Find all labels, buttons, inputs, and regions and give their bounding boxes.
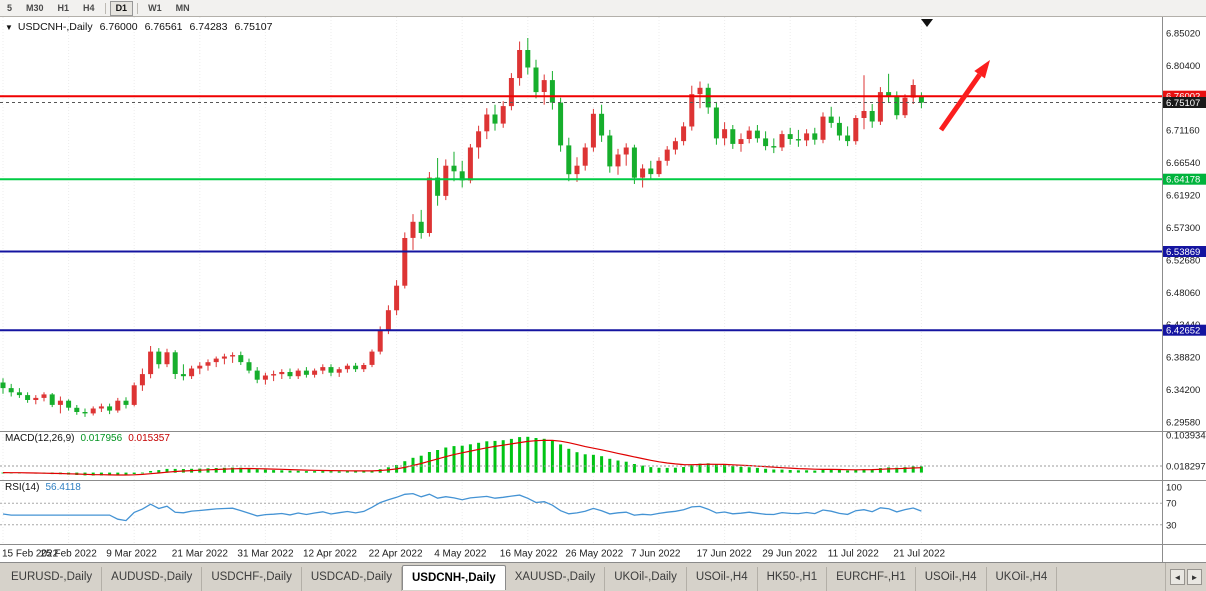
- svg-text:6.38820: 6.38820: [1166, 353, 1200, 364]
- horizontal-line-objects[interactable]: [0, 95, 1163, 332]
- timeframe-button-h4[interactable]: H4: [83, 2, 95, 13]
- svg-text:4 May 2022: 4 May 2022: [434, 549, 487, 560]
- chart-background: [0, 0, 1206, 562]
- price-badge-6.64178: 6.64178: [1163, 173, 1206, 186]
- chart-header: ▼ USDCNH-,Daily 6.76000 6.76561 6.74283 …: [5, 21, 272, 33]
- tabs-scroll-right-button[interactable]: ►: [1187, 569, 1202, 585]
- svg-text:9 Mar 2022: 9 Mar 2022: [106, 549, 157, 560]
- candlestick-series: [0, 38, 924, 417]
- svg-text:6.34200: 6.34200: [1166, 385, 1200, 396]
- rsi-axis: 100 70 30: [1166, 483, 1182, 532]
- price-badge-6.53869: 6.53869: [1163, 246, 1206, 258]
- ohlc-high: 6.76561: [144, 21, 183, 33]
- svg-text:6.80400: 6.80400: [1166, 61, 1200, 72]
- svg-text:0.103934: 0.103934: [1166, 431, 1206, 442]
- toolbar-separator: [137, 2, 139, 14]
- svg-text:6.61920: 6.61920: [1166, 191, 1200, 202]
- svg-text:25 Feb 2022: 25 Feb 2022: [41, 549, 98, 560]
- symbol-tabs: EURUSD-,Daily AUDUSD-,Daily USDCHF-,Daily U…: [0, 563, 1165, 591]
- rsi-name: RSI(14): [5, 482, 40, 493]
- price-badge-6.42652: 6.42652: [1163, 324, 1206, 337]
- ohlc-close: 6.75107: [234, 21, 273, 33]
- svg-text:6.57300: 6.57300: [1166, 223, 1200, 234]
- macd-signal-line: [2, 439, 922, 476]
- svg-text:7 Jun 2022: 7 Jun 2022: [631, 549, 681, 560]
- svg-text:15 Feb 2022: 15 Feb 2022: [2, 549, 59, 560]
- rsi-levels: [0, 502, 1163, 526]
- svg-text:6.42652: 6.42652: [1166, 326, 1200, 337]
- timeframe-button-5[interactable]: 5: [7, 2, 13, 13]
- svg-text:0.018297: 0.018297: [1166, 462, 1206, 473]
- tabs-scroll-left-button[interactable]: ◄: [1170, 569, 1185, 585]
- svg-text:16 May 2022: 16 May 2022: [500, 549, 558, 560]
- macd-axis: 0.103934 0.018297: [1166, 431, 1206, 473]
- macd-histogram: [1, 436, 923, 476]
- price-axis: 6.850206.804006.757806.711606.665406.619…: [1166, 29, 1200, 429]
- svg-text:21 Mar 2022: 21 Mar 2022: [172, 549, 229, 560]
- svg-text:6.29580: 6.29580: [1166, 417, 1200, 428]
- svg-text:6.85020: 6.85020: [1166, 29, 1200, 40]
- svg-text:12 Apr 2022: 12 Apr 2022: [303, 549, 357, 560]
- symbol-tabbar: EURUSD-,Daily AUDUSD-,Daily USDCHF-,Daily U…: [0, 562, 1206, 591]
- svg-text:100: 100: [1166, 483, 1182, 494]
- triangle-down-marker[interactable]: [921, 19, 933, 27]
- svg-text:6.48060: 6.48060: [1166, 288, 1200, 299]
- symbol-tab-usdcnhdaily-4[interactable]: USDCNH-,Daily: [401, 565, 506, 590]
- svg-text:6.71160: 6.71160: [1166, 126, 1200, 137]
- trend-arrow-annotation[interactable]: [938, 60, 990, 132]
- ohlc-low: 6.74283: [189, 21, 228, 33]
- tab-nav: ◄ ►: [1165, 563, 1206, 591]
- macd-name: MACD(12,26,9): [5, 433, 75, 444]
- macd-indicator-label: MACD(12,26,9) 0.017956 0.015357: [5, 433, 170, 444]
- svg-text:17 Jun 2022: 17 Jun 2022: [697, 549, 752, 560]
- svg-text:29 Jun 2022: 29 Jun 2022: [762, 549, 817, 560]
- svg-text:6.75107: 6.75107: [1166, 98, 1200, 109]
- svg-text:6.66540: 6.66540: [1166, 158, 1200, 169]
- symbol-tab-usdchfdaily-2[interactable]: USDCHF-,Daily: [202, 567, 302, 591]
- rsi-line: [2, 492, 922, 522]
- symbol-tab-eurchfh1-9[interactable]: EURCHF-,H1: [827, 567, 916, 591]
- chart-collapse-triangle-icon[interactable]: ▼: [5, 22, 13, 32]
- symbol-tab-audusddaily-1[interactable]: AUDUSD-,Daily: [102, 567, 203, 591]
- symbol-tab-eurusddaily-0[interactable]: EURUSD-,Daily: [2, 567, 103, 591]
- svg-text:6.64178: 6.64178: [1166, 175, 1200, 186]
- svg-text:11 Jul 2022: 11 Jul 2022: [828, 549, 879, 560]
- svg-text:26 May 2022: 26 May 2022: [565, 549, 623, 560]
- vertical-gridlines: [2, 17, 922, 544]
- chart-canvas[interactable]: 6.850206.804006.757806.711606.665406.619…: [0, 0, 1206, 562]
- timeframe-button-w1[interactable]: W1: [148, 2, 162, 13]
- symbol-tab-usoilh4-10[interactable]: USOil-,H4: [916, 567, 987, 591]
- chart-symbol-label: USDCNH-,Daily: [17, 21, 93, 33]
- symbol-tab-ukoildaily-6[interactable]: UKOil-,Daily: [605, 567, 687, 591]
- timeframe-toolbar: 5 M30 H1 H4 D1 W1 MN: [0, 0, 1206, 17]
- svg-text:6.52680: 6.52680: [1166, 255, 1200, 266]
- svg-text:30: 30: [1166, 520, 1177, 531]
- symbol-tab-xauusddaily-5[interactable]: XAUUSD-,Daily: [506, 567, 606, 591]
- timeframe-button-d1[interactable]: D1: [109, 0, 134, 16]
- symbol-tab-hk50h1-8[interactable]: HK50-,H1: [758, 567, 828, 591]
- svg-text:21 Jul 2022: 21 Jul 2022: [893, 549, 945, 560]
- macd-signal-value: 0.015357: [128, 433, 170, 444]
- svg-text:22 Apr 2022: 22 Apr 2022: [369, 549, 423, 560]
- svg-text:31 Mar 2022: 31 Mar 2022: [237, 549, 294, 560]
- toolbar-separator: [104, 2, 106, 14]
- symbol-tab-usoilh4-7[interactable]: USOil-,H4: [687, 567, 758, 591]
- timeframe-button-m30[interactable]: M30: [26, 2, 44, 13]
- symbol-tab-usdcaddaily-3[interactable]: USDCAD-,Daily: [302, 567, 402, 591]
- pane-separators: [0, 17, 1206, 562]
- timeframe-button-h1[interactable]: H1: [57, 2, 70, 13]
- svg-text:70: 70: [1166, 499, 1177, 510]
- timeframe-button-mn[interactable]: MN: [175, 2, 190, 13]
- rsi-indicator-label: RSI(14) 56.4118: [5, 482, 81, 493]
- svg-text:6.53869: 6.53869: [1166, 247, 1200, 258]
- ohlc-open: 6.76000: [99, 21, 138, 33]
- macd-value: 0.017956: [80, 433, 123, 444]
- price-badge-6.75107: 6.75107: [1163, 97, 1206, 109]
- rsi-value: 56.4118: [45, 482, 81, 493]
- symbol-tab-ukoilh4-11[interactable]: UKOil-,H4: [987, 567, 1058, 591]
